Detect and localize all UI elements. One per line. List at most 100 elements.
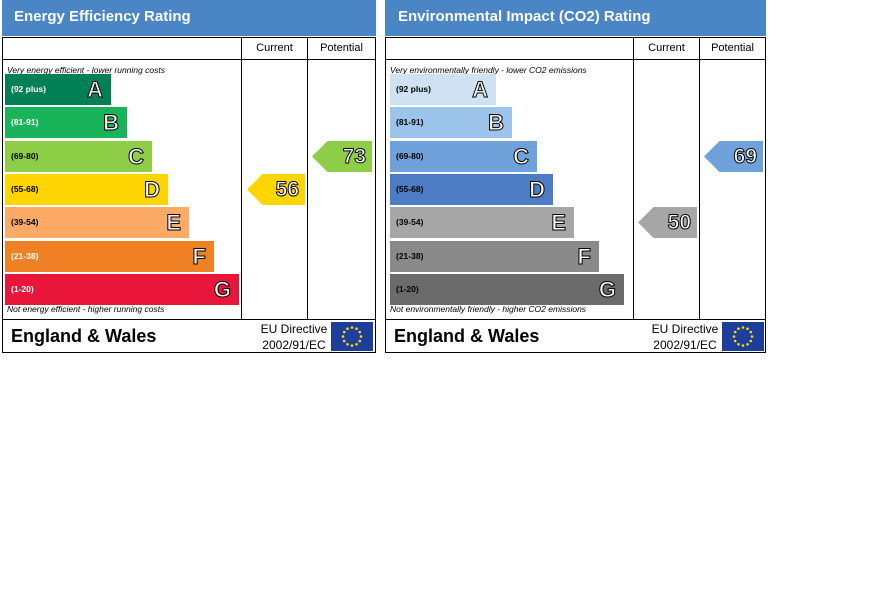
eu-star [355, 327, 358, 331]
potential-rating-value: 73 [342, 144, 366, 168]
panel-title: Energy Efficiency Rating [2, 0, 376, 36]
eu-directive-line1: EU Directive [260, 322, 328, 336]
current-rating-value: 50 [667, 211, 691, 235]
divider [241, 38, 242, 319]
divider [3, 319, 375, 320]
divider [307, 38, 308, 319]
current-arrow-shape [247, 173, 305, 205]
environmental-impact-panel: Environmental Impact (CO2) Rating Curren… [385, 0, 766, 354]
band-range-label: (21-38) [396, 250, 424, 261]
eu-star [355, 342, 358, 346]
bottom-note: Not environmentally friendly - higher CO… [390, 304, 587, 314]
current-rating-arrow: 50 [638, 207, 697, 239]
eu-star [741, 326, 745, 329]
band-letter: G [598, 276, 616, 302]
band-e: (39-54) E [390, 207, 574, 239]
band-d: (55-68) D [390, 173, 553, 205]
eu-star [746, 342, 749, 346]
top-note: Very environmentally friendly - lower CO… [390, 65, 587, 75]
current-rating-arrow: 56 [247, 173, 305, 205]
band-f: (21-38) F [390, 240, 599, 272]
divider [386, 59, 765, 60]
rating-table: Current Potential Very environmentally f… [385, 37, 766, 353]
current-rating-value: 56 [275, 177, 299, 201]
eu-star [346, 327, 349, 331]
band-b: (81-91) B [5, 107, 127, 139]
panel-title: Environmental Impact (CO2) Rating [385, 0, 766, 36]
divider [699, 38, 700, 319]
eu-star [346, 342, 349, 346]
band-c: (69-80) C [5, 140, 152, 172]
eu-flag-icon [722, 322, 764, 351]
bottom-note: Not energy efficient - higher running co… [7, 304, 165, 314]
band-range-label: (21-38) [11, 250, 39, 261]
eu-star [749, 339, 753, 343]
band-e: (39-54) E [5, 207, 189, 239]
band-g: (1-20) G [390, 273, 624, 305]
panel-title-text: Environmental Impact (CO2) Rating [398, 8, 651, 25]
band-range-label: (39-54) [11, 217, 39, 228]
eu-star [358, 339, 362, 343]
band-d: (55-68) D [5, 173, 168, 205]
energy-efficiency-panel: Energy Efficiency Rating Current Potenti… [2, 0, 376, 354]
divider [633, 38, 634, 319]
band-c: (69-80) C [390, 140, 537, 172]
eu-star [341, 335, 345, 338]
band-letter: F [192, 243, 206, 269]
current-arrow-fill [247, 173, 305, 205]
top-note: Very energy efficient - lower running co… [7, 65, 165, 75]
band-f: (21-38) F [5, 240, 214, 272]
eu-flag-icon [331, 322, 373, 351]
eu-star [342, 339, 346, 343]
region-label: England & Wales [11, 326, 157, 346]
potential-arrow-shape [704, 140, 763, 172]
band-range-label: (69-80) [396, 150, 424, 161]
current-column-header: Current [256, 42, 293, 54]
eu-star [733, 339, 737, 343]
band-letter: B [488, 110, 505, 136]
band-letter: B [103, 110, 120, 136]
eu-star [358, 330, 362, 334]
band-range-label: (39-54) [396, 217, 424, 228]
band-letter: D [529, 176, 546, 202]
potential-rating-value: 69 [733, 144, 757, 168]
band-letter: D [144, 176, 161, 202]
eu-stars [732, 326, 754, 347]
eu-star [750, 335, 754, 338]
eu-stars [341, 326, 363, 347]
eu-directive: EU Directive 2002/91/EC [257, 321, 331, 353]
rating-table: Current Potential Very energy efficient … [2, 37, 376, 353]
band-letter: F [577, 243, 591, 269]
band-range-label: (81-91) [396, 117, 424, 128]
band-letter: E [166, 210, 182, 236]
band-letter: A [472, 77, 489, 103]
band-letter: A [87, 77, 104, 103]
potential-rating-arrow: 69 [704, 140, 763, 172]
potential-column-header: Potential [711, 42, 754, 54]
eu-star [732, 335, 736, 338]
potential-arrow-fill [312, 140, 372, 172]
band-a: (92 plus) A [390, 74, 496, 105]
band-range-label: (55-68) [396, 183, 424, 194]
band-range-label: (1-20) [396, 283, 419, 294]
band-letter: G [213, 276, 231, 302]
band-range-label: (81-91) [11, 117, 39, 128]
band-range-label: (92 plus) [11, 84, 46, 94]
band-letter: C [513, 143, 530, 169]
eu-directive: EU Directive 2002/91/EC [648, 321, 722, 353]
eu-star [733, 330, 737, 334]
potential-arrow-fill [704, 140, 763, 172]
eu-star [741, 344, 745, 347]
divider [3, 59, 375, 60]
band-range-label: (55-68) [11, 183, 39, 194]
band-range-label: (69-80) [11, 150, 39, 161]
potential-arrow-shape [312, 140, 372, 172]
eu-star [737, 327, 740, 331]
eu-star [350, 344, 354, 347]
current-arrow-shape [638, 207, 697, 239]
band-letter: C [128, 143, 145, 169]
eu-star [746, 327, 749, 331]
potential-rating-arrow: 73 [312, 140, 372, 172]
eu-star [749, 330, 753, 334]
band-range-label: (1-20) [11, 283, 34, 294]
